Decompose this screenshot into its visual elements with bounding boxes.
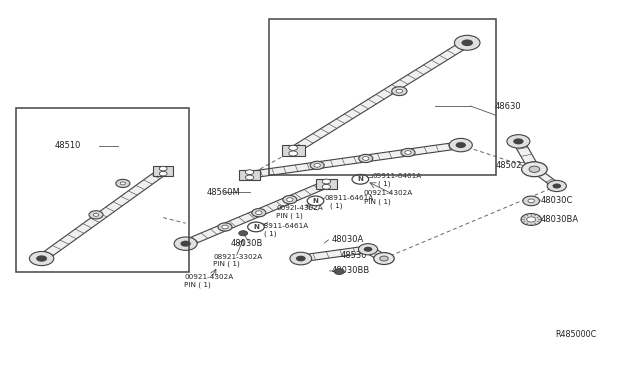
Text: 00921-4302A: 00921-4302A (184, 274, 234, 280)
Text: 0092I-4302A: 0092I-4302A (276, 205, 323, 211)
Circle shape (358, 154, 372, 163)
Text: ( 1): ( 1) (378, 181, 390, 187)
Circle shape (93, 214, 99, 217)
Circle shape (507, 135, 530, 148)
Text: 48030B: 48030B (230, 239, 263, 248)
Circle shape (323, 185, 330, 189)
Polygon shape (300, 246, 369, 262)
Circle shape (334, 269, 344, 275)
Text: ( 1): ( 1) (330, 202, 342, 209)
Circle shape (29, 251, 54, 266)
Text: PIN ( 1): PIN ( 1) (213, 261, 240, 267)
Circle shape (523, 196, 540, 206)
Circle shape (352, 174, 369, 184)
Circle shape (239, 231, 248, 236)
Bar (316, 179, 337, 189)
Bar (282, 145, 305, 156)
Circle shape (461, 39, 473, 46)
Bar (16, 108, 189, 272)
Circle shape (552, 183, 561, 189)
Bar (239, 170, 260, 180)
Text: PIN ( 1): PIN ( 1) (276, 212, 303, 219)
Polygon shape (182, 182, 330, 246)
Text: 08911-6461A: 08911-6461A (324, 195, 374, 201)
Circle shape (362, 157, 369, 160)
Polygon shape (364, 247, 388, 261)
Text: 48560M: 48560M (207, 188, 241, 197)
Circle shape (287, 198, 293, 202)
Circle shape (401, 148, 415, 157)
Polygon shape (531, 168, 561, 187)
Text: 00921-4302A: 00921-4302A (364, 190, 413, 196)
Circle shape (222, 225, 228, 229)
Text: 08911-6461A: 08911-6461A (259, 223, 308, 229)
Circle shape (252, 209, 266, 217)
Circle shape (527, 217, 536, 222)
Text: N: N (253, 224, 259, 230)
Text: 48030BA: 48030BA (541, 215, 579, 224)
Text: 48502: 48502 (495, 161, 522, 170)
Text: ( 1): ( 1) (264, 231, 276, 237)
Text: R485000C: R485000C (556, 330, 596, 339)
Circle shape (290, 252, 312, 265)
Circle shape (248, 222, 264, 232)
Circle shape (180, 241, 191, 247)
Circle shape (396, 89, 403, 93)
Circle shape (456, 142, 466, 148)
Circle shape (174, 237, 197, 250)
Circle shape (547, 180, 566, 192)
Bar (269, 19, 496, 175)
Circle shape (120, 182, 125, 185)
Circle shape (116, 179, 130, 187)
Circle shape (528, 199, 534, 203)
Text: N: N (357, 176, 364, 182)
Circle shape (314, 163, 321, 167)
Polygon shape (513, 140, 540, 170)
Circle shape (513, 138, 524, 144)
Circle shape (405, 151, 412, 154)
Circle shape (246, 175, 253, 180)
Circle shape (255, 211, 262, 215)
Circle shape (374, 253, 394, 264)
Circle shape (283, 196, 297, 204)
Circle shape (159, 171, 167, 176)
Circle shape (522, 162, 547, 177)
Circle shape (36, 255, 47, 262)
Bar (153, 166, 173, 176)
Polygon shape (289, 41, 472, 153)
Circle shape (449, 138, 472, 152)
Text: 48030C: 48030C (541, 196, 573, 205)
Polygon shape (37, 169, 168, 261)
Circle shape (307, 196, 324, 206)
Circle shape (289, 145, 298, 150)
Polygon shape (248, 142, 462, 178)
Circle shape (454, 35, 480, 50)
Text: 08921-3302A: 08921-3302A (213, 254, 262, 260)
Circle shape (392, 87, 407, 96)
Circle shape (358, 244, 378, 255)
Circle shape (364, 247, 372, 252)
Text: 48510: 48510 (54, 141, 81, 150)
Circle shape (159, 166, 167, 171)
Circle shape (218, 223, 232, 231)
Circle shape (521, 214, 541, 225)
Circle shape (380, 256, 388, 261)
Text: 48030A: 48030A (332, 235, 364, 244)
Text: PIN ( 1): PIN ( 1) (184, 281, 211, 288)
Circle shape (529, 166, 540, 172)
Circle shape (296, 256, 306, 262)
Circle shape (246, 170, 253, 174)
Text: N: N (312, 198, 319, 204)
Text: PIN ( 1): PIN ( 1) (364, 198, 390, 205)
Circle shape (323, 179, 330, 184)
Circle shape (289, 151, 298, 156)
Text: 48630: 48630 (495, 102, 522, 110)
Text: 48530: 48530 (341, 251, 367, 260)
Circle shape (310, 161, 324, 169)
Text: 48030BB: 48030BB (332, 266, 370, 275)
Circle shape (89, 211, 103, 219)
Text: 09911-6461A: 09911-6461A (372, 173, 422, 179)
